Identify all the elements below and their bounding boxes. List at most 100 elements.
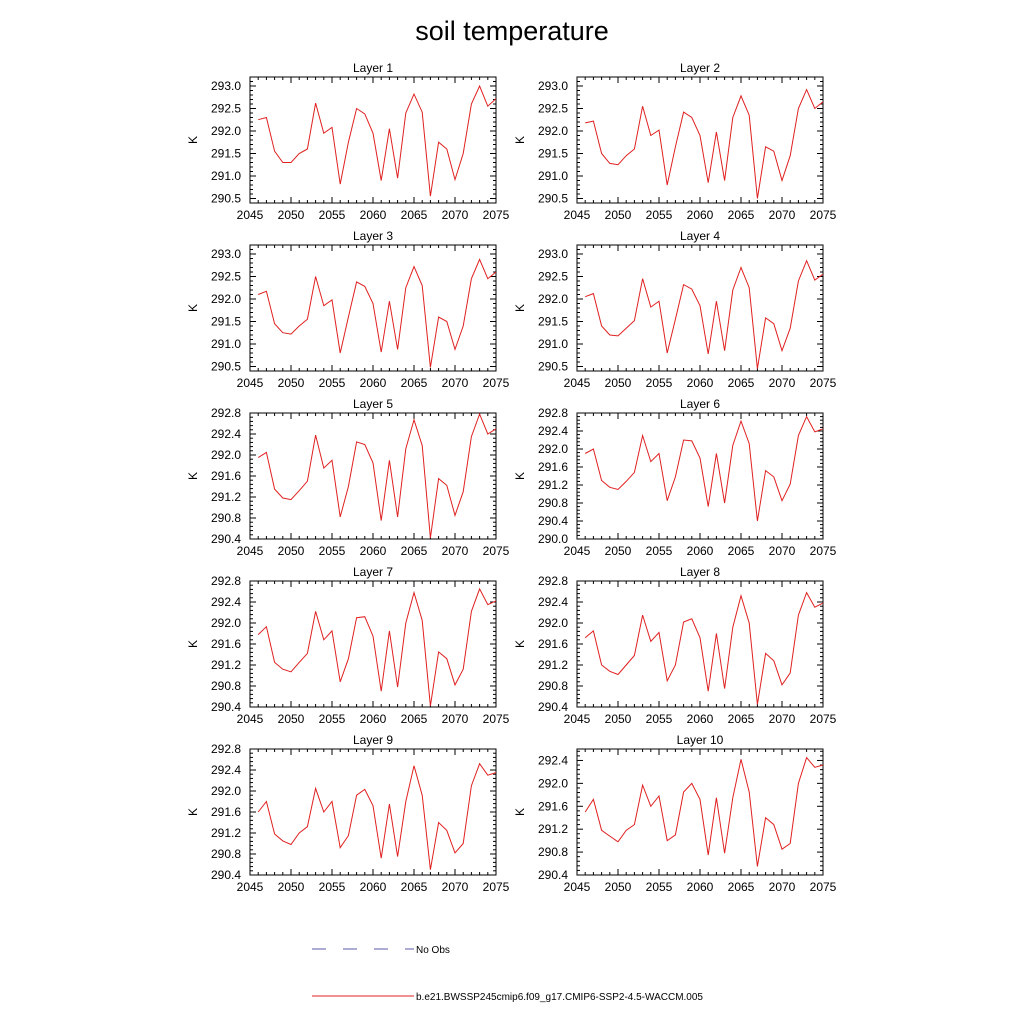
panel-layer-3: Layer 3 K 2045 2050 2055 2060 2065 2070 2075 290.… bbox=[186, 229, 510, 390]
y-tick-label: 292.0 bbox=[211, 448, 241, 462]
y-tick-label: 292.0 bbox=[211, 292, 241, 306]
series-line bbox=[258, 84, 497, 197]
series-line bbox=[585, 88, 824, 199]
panel-layer-5: Layer 5 K 2045 2050 2055 2060 2065 2070 2075 290.… bbox=[186, 397, 510, 558]
plot-frame bbox=[576, 580, 824, 708]
x-tick-label: 2070 bbox=[769, 376, 796, 390]
x-tick-label: 2045 bbox=[237, 544, 264, 558]
y-tick-label: 292.0 bbox=[538, 124, 568, 138]
x-tick-label: 2045 bbox=[564, 208, 591, 222]
y-axis-label: K bbox=[513, 808, 527, 816]
panel-title: Layer 7 bbox=[353, 565, 393, 579]
x-tick-label: 2060 bbox=[687, 880, 714, 894]
y-axis-label: K bbox=[186, 808, 200, 816]
x-tick-label: 2060 bbox=[360, 712, 387, 726]
x-tick-label: 2060 bbox=[687, 208, 714, 222]
x-tick-label: 2065 bbox=[728, 712, 755, 726]
series-line bbox=[257, 587, 497, 706]
y-axis-label: K bbox=[186, 640, 200, 648]
y-tick-label: 290.5 bbox=[211, 192, 241, 206]
y-tick-label: 291.0 bbox=[211, 337, 241, 351]
x-tick-label: 2045 bbox=[237, 712, 264, 726]
series-line bbox=[584, 591, 824, 705]
x-tick-label: 2050 bbox=[278, 376, 305, 390]
y-tick-label: 292.5 bbox=[538, 270, 568, 284]
panels-container: Layer 1 K 2045 2050 2055 2060 2065 2070 2075 290.… bbox=[186, 61, 837, 894]
y-tick-label: 292.4 bbox=[211, 595, 241, 609]
legend-label: b.e21.BWSSP245cmip6.f09_g17.CMIP6-SSP2-4… bbox=[416, 992, 703, 1003]
y-tick-label: 291.6 bbox=[211, 469, 241, 483]
x-tick-label: 2070 bbox=[769, 544, 796, 558]
x-tick-label: 2050 bbox=[278, 880, 305, 894]
x-tick-label: 2075 bbox=[483, 880, 510, 894]
x-tick-label: 2045 bbox=[237, 208, 264, 222]
plot-frame bbox=[249, 76, 497, 204]
y-tick-label: 290.8 bbox=[538, 845, 568, 859]
y-tick-label: 291.6 bbox=[538, 637, 568, 651]
y-tick-label: 290.8 bbox=[211, 847, 241, 861]
panel-layer-4: Layer 4 K 2045 2050 2055 2060 2065 2070 2075 290.… bbox=[513, 229, 837, 390]
y-tick-label: 290.0 bbox=[538, 532, 568, 546]
y-tick-label: 292.8 bbox=[211, 742, 241, 756]
y-tick-label: 292.4 bbox=[538, 424, 568, 438]
x-tick-label: 2065 bbox=[401, 712, 428, 726]
y-tick-label: 292.4 bbox=[538, 595, 568, 609]
y-tick-label: 293.0 bbox=[211, 79, 241, 93]
x-tick-label: 2070 bbox=[769, 880, 796, 894]
panel-layer-9: Layer 9 K 2045 2050 2055 2060 2065 2070 2075 290.… bbox=[186, 733, 510, 894]
x-tick-label: 2060 bbox=[687, 544, 714, 558]
panel-title: Layer 1 bbox=[353, 61, 393, 75]
series-line bbox=[584, 415, 824, 522]
x-tick-label: 2045 bbox=[564, 880, 591, 894]
x-tick-label: 2070 bbox=[769, 208, 796, 222]
legend-entry-no-obs: No Obs bbox=[312, 945, 450, 956]
plot-frame bbox=[249, 412, 497, 540]
y-tick-label: 293.0 bbox=[538, 79, 568, 93]
y-tick-label: 291.0 bbox=[211, 169, 241, 183]
y-tick-label: 290.8 bbox=[211, 511, 241, 525]
y-tick-label: 292.0 bbox=[538, 776, 568, 790]
y-tick-label: 291.6 bbox=[211, 805, 241, 819]
x-tick-label: 2065 bbox=[728, 208, 755, 222]
x-tick-label: 2055 bbox=[319, 712, 346, 726]
y-tick-label: 291.0 bbox=[538, 169, 568, 183]
y-tick-label: 292.0 bbox=[538, 442, 568, 456]
panel-layer-10: Layer 10 K 2045 2050 2055 2060 2065 2070 2075 290… bbox=[513, 733, 837, 894]
panel-title: Layer 2 bbox=[680, 61, 720, 75]
y-tick-label: 291.2 bbox=[538, 658, 568, 672]
y-tick-label: 292.5 bbox=[211, 270, 241, 284]
y-tick-label: 292.0 bbox=[211, 616, 241, 630]
x-tick-label: 2060 bbox=[360, 208, 387, 222]
y-tick-label: 292.5 bbox=[211, 102, 241, 116]
x-tick-label: 2075 bbox=[810, 712, 837, 726]
x-tick-label: 2075 bbox=[810, 376, 837, 390]
x-tick-label: 2045 bbox=[237, 376, 264, 390]
x-tick-label: 2055 bbox=[319, 544, 346, 558]
y-tick-label: 292.8 bbox=[211, 406, 241, 420]
y-tick-label: 292.4 bbox=[211, 763, 241, 777]
panel-title: Layer 10 bbox=[677, 733, 724, 747]
x-tick-label: 2060 bbox=[360, 544, 387, 558]
plot-frame bbox=[249, 580, 497, 708]
x-tick-label: 2070 bbox=[442, 880, 469, 894]
x-tick-label: 2060 bbox=[687, 376, 714, 390]
y-tick-label: 290.4 bbox=[538, 868, 568, 882]
plot-frame bbox=[576, 76, 824, 204]
x-tick-label: 2065 bbox=[401, 208, 428, 222]
y-axis-label: K bbox=[186, 304, 200, 312]
x-tick-label: 2075 bbox=[483, 376, 510, 390]
series-line bbox=[257, 412, 497, 538]
x-tick-label: 2050 bbox=[605, 376, 632, 390]
y-tick-label: 291.0 bbox=[538, 337, 568, 351]
y-axis-label: K bbox=[513, 304, 527, 312]
series-line bbox=[585, 259, 824, 369]
legend-label: No Obs bbox=[416, 945, 450, 956]
y-tick-label: 292.0 bbox=[211, 124, 241, 138]
y-tick-label: 290.4 bbox=[538, 700, 568, 714]
y-axis-label: K bbox=[186, 472, 200, 480]
y-tick-label: 290.8 bbox=[538, 679, 568, 693]
panel-layer-7: Layer 7 K 2045 2050 2055 2060 2065 2070 2075 290.… bbox=[186, 565, 510, 726]
y-axis-label: K bbox=[513, 640, 527, 648]
x-tick-label: 2075 bbox=[483, 544, 510, 558]
x-tick-label: 2045 bbox=[564, 376, 591, 390]
